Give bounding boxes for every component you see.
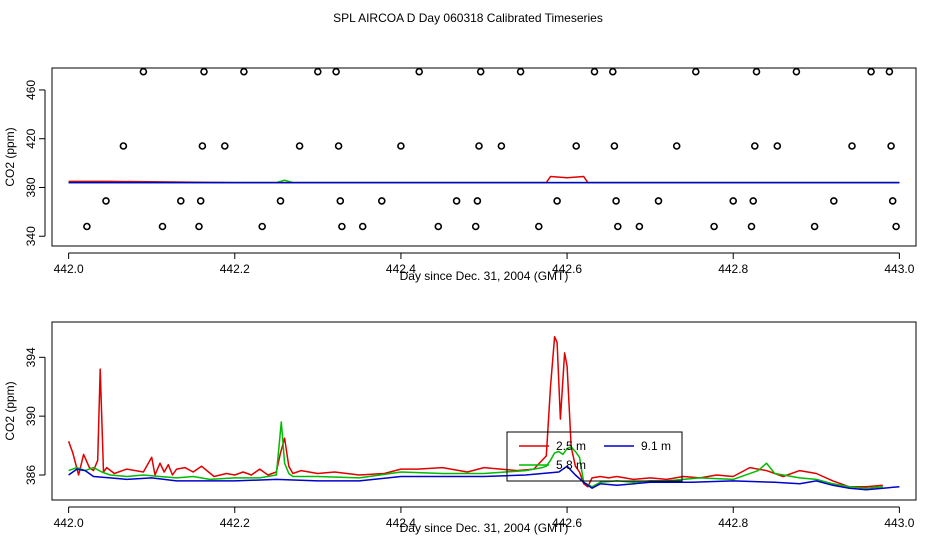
plot-frame bbox=[51, 67, 917, 247]
data-point bbox=[749, 197, 758, 205]
data-point bbox=[336, 197, 345, 205]
legend-label: 2.5 m bbox=[556, 439, 586, 453]
data-point bbox=[415, 67, 424, 76]
data-point bbox=[198, 142, 207, 150]
data-point bbox=[590, 67, 599, 76]
x-tick-label: 442.8 bbox=[718, 516, 748, 530]
data-point bbox=[195, 222, 203, 231]
data-point bbox=[888, 197, 897, 205]
data-point bbox=[610, 142, 619, 150]
data-point bbox=[672, 142, 681, 150]
x-tick-label: 442.6 bbox=[552, 516, 582, 530]
x-tick-label: 442.8 bbox=[718, 262, 748, 276]
data-point bbox=[196, 197, 205, 205]
figure-title: SPL AIRCOA D Day 060318 Calibrated Times… bbox=[333, 11, 603, 25]
y-tick-label: 420 bbox=[24, 128, 38, 148]
data-point bbox=[608, 67, 617, 76]
plot-frame bbox=[51, 321, 917, 501]
data-point bbox=[338, 222, 346, 231]
x-tick-label: 443.0 bbox=[884, 262, 914, 276]
legend-label: 9.1 m bbox=[641, 439, 671, 453]
data-point bbox=[473, 197, 482, 205]
y-tick-label: 340 bbox=[24, 226, 38, 246]
data-point bbox=[119, 142, 128, 150]
series-line-2-5-m bbox=[67, 335, 883, 488]
top-panel: 442.0 442.2 442.4 442.6 442.8 443.0 Day since … bbox=[3, 67, 917, 283]
data-point bbox=[83, 222, 91, 231]
data-point bbox=[848, 142, 856, 150]
legend-box bbox=[506, 431, 683, 482]
data-point bbox=[553, 197, 561, 205]
data-point bbox=[729, 197, 738, 205]
x-tick-label: 443.0 bbox=[884, 516, 914, 530]
legend: 2.5 m 5.8 m 9.1 m bbox=[506, 431, 683, 482]
data-point bbox=[773, 142, 782, 150]
x-axis-label: Day since Dec. 31, 2004 (GMT) bbox=[400, 521, 569, 535]
data-point bbox=[313, 67, 322, 76]
y-tick-label: 394 bbox=[24, 347, 38, 367]
data-point bbox=[221, 142, 229, 150]
data-point bbox=[750, 142, 759, 150]
data-point bbox=[635, 222, 644, 231]
data-point bbox=[792, 67, 801, 76]
x-tick-label: 442.2 bbox=[220, 262, 250, 276]
data-point bbox=[476, 67, 485, 76]
data-point bbox=[497, 142, 506, 150]
data-point bbox=[452, 197, 461, 205]
x-tick-label: 442.4 bbox=[386, 262, 416, 276]
data-point bbox=[397, 142, 405, 150]
data-point bbox=[613, 222, 622, 231]
data-point bbox=[572, 142, 581, 150]
x-tick-label: 442.0 bbox=[54, 262, 84, 276]
data-point bbox=[200, 67, 208, 76]
y-axis-label: CO2 (ppm) bbox=[3, 381, 17, 440]
data-point bbox=[276, 197, 285, 205]
data-point bbox=[710, 222, 718, 231]
data-point bbox=[358, 222, 367, 231]
x-tick-label: 442.2 bbox=[220, 516, 250, 530]
x-tick-label: 442.0 bbox=[54, 516, 84, 530]
bottom-panel: 442.0 442.2 442.4 442.6 442.8 443.0 Day since … bbox=[3, 321, 917, 535]
data-point bbox=[258, 222, 267, 231]
data-point bbox=[691, 67, 700, 76]
y-tick-label: 380 bbox=[24, 177, 38, 197]
data-point bbox=[892, 222, 900, 231]
series-line-9-1-m bbox=[68, 465, 900, 491]
series-line-2-5-m bbox=[68, 175, 900, 184]
data-point bbox=[471, 222, 480, 231]
data-point bbox=[139, 67, 148, 76]
data-point bbox=[654, 197, 663, 205]
y-axis-label: CO2 (ppm) bbox=[3, 127, 17, 186]
series-line-5-8-m bbox=[68, 421, 883, 489]
data-point bbox=[829, 197, 838, 205]
legend-label: 5.8 m bbox=[556, 458, 586, 472]
data-point bbox=[612, 197, 620, 205]
data-point bbox=[810, 222, 819, 231]
data-point bbox=[177, 197, 185, 205]
x-axis-label: Day since Dec. 31, 2004 (GMT) bbox=[400, 269, 569, 283]
data-point bbox=[516, 67, 525, 76]
data-point bbox=[887, 142, 895, 150]
data-point bbox=[102, 197, 110, 205]
data-point bbox=[295, 142, 304, 150]
data-point bbox=[752, 67, 761, 76]
data-point bbox=[158, 222, 167, 231]
data-point bbox=[240, 67, 248, 76]
data-point bbox=[332, 67, 340, 76]
data-point bbox=[377, 197, 386, 205]
x-tick-label: 442.4 bbox=[386, 516, 416, 530]
data-point bbox=[747, 222, 756, 231]
data-point bbox=[334, 142, 343, 150]
data-point bbox=[534, 222, 543, 231]
data-point bbox=[434, 222, 443, 231]
y-tick-label: 460 bbox=[24, 80, 38, 100]
y-tick-label: 386 bbox=[24, 465, 38, 485]
data-point bbox=[475, 142, 483, 150]
y-tick-label: 390 bbox=[24, 406, 38, 426]
data-point bbox=[867, 67, 875, 76]
x-tick-label: 442.6 bbox=[552, 262, 582, 276]
data-point bbox=[885, 67, 894, 76]
